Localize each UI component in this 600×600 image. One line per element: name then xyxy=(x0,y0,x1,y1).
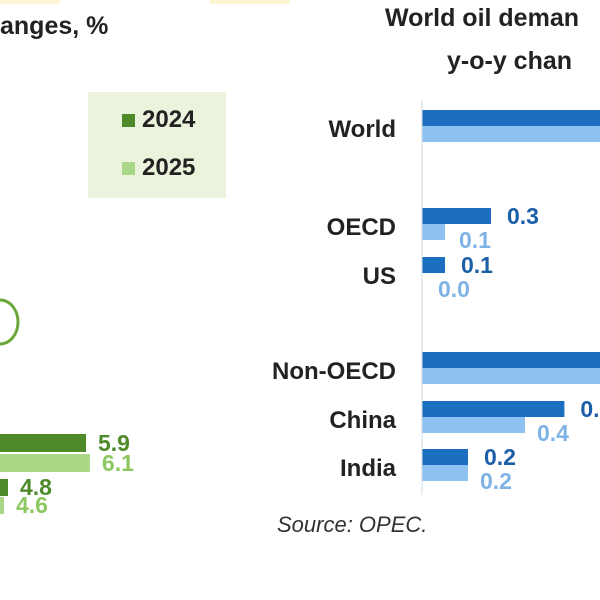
left-partial-marker xyxy=(0,298,20,346)
legend-label-2024: 2024 xyxy=(142,106,196,133)
category-label-china: China xyxy=(329,407,396,434)
bar-light-india xyxy=(422,465,468,481)
bar-dark-world xyxy=(422,110,600,126)
bar-light-label-china: 0.4 xyxy=(537,420,569,446)
bar-dark-china xyxy=(422,401,565,417)
bar-dark-label-oecd: 0.3 xyxy=(507,203,539,229)
left-bar-label-2025-1: 6.1 xyxy=(102,450,134,476)
left-bar-2024-2 xyxy=(0,479,8,496)
bar-light-oecd xyxy=(422,224,445,240)
bar-dark-non-oecd xyxy=(422,352,600,368)
source-note: Source: OPEC. xyxy=(277,512,428,537)
left-bar-2024-1 xyxy=(0,434,86,452)
category-label-world: World xyxy=(328,116,396,143)
legend-swatch-2025 xyxy=(122,161,135,175)
bar-light-china xyxy=(422,417,525,433)
left-bar-label-2025-2: 4.6 xyxy=(16,492,48,518)
bar-dark-us xyxy=(422,257,445,273)
left-bar-2025-1 xyxy=(0,454,90,472)
left-bar-2025-2 xyxy=(0,497,4,514)
bar-dark-label-india: 0.2 xyxy=(484,444,516,470)
category-label-us: US xyxy=(363,263,396,290)
legend-label-2025: 2025 xyxy=(142,154,196,181)
bar-dark-india xyxy=(422,449,468,465)
legend-item-2024: 2024 xyxy=(122,106,195,134)
bar-dark-label-china: 0. xyxy=(580,396,599,422)
bar-light-world xyxy=(422,126,600,142)
bar-light-non-oecd xyxy=(422,368,600,384)
right-chart-title-line2: y-o-y chan xyxy=(447,47,573,75)
bar-dark-label-us: 0.1 xyxy=(461,252,493,278)
right-chart-title-line1: World oil deman xyxy=(385,4,579,32)
left-bar-label-2024-1: 5.9 xyxy=(98,430,130,456)
category-label-non-oecd: Non-OECD xyxy=(272,358,396,385)
category-label-india: India xyxy=(340,455,397,482)
bar-light-label-india: 0.2 xyxy=(480,468,512,494)
bar-dark-oecd xyxy=(422,208,491,224)
top-edge-decoration-2 xyxy=(210,0,290,4)
left-bar-label-2024-2: 4.8 xyxy=(20,474,52,500)
legend-item-2025: 2025 xyxy=(122,154,195,182)
left-chart-title: anges, % xyxy=(0,12,109,40)
legend: 2024 2025 xyxy=(88,92,226,198)
legend-swatch-2024 xyxy=(122,113,135,127)
top-edge-decoration xyxy=(0,0,60,4)
category-label-oecd: OECD xyxy=(327,214,396,241)
bar-light-label-us: 0.0 xyxy=(438,276,470,302)
bar-light-label-oecd: 0.1 xyxy=(459,227,491,253)
